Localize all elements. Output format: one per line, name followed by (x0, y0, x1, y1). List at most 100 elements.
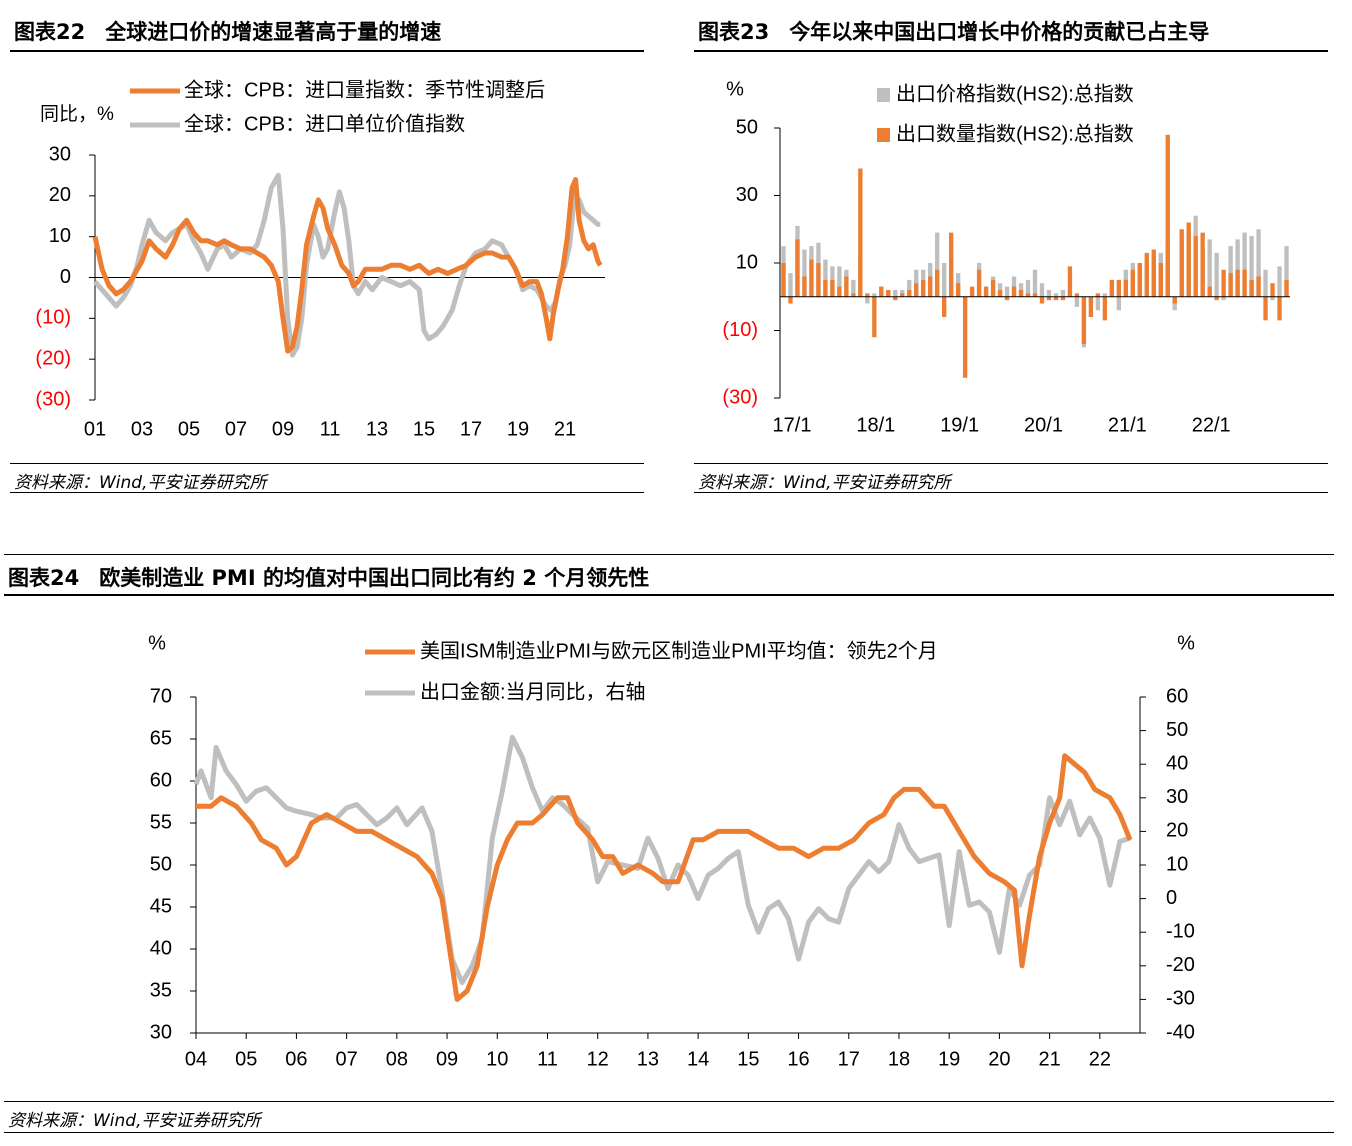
bar-p23-price (1228, 246, 1233, 297)
bar-p23-quantity (1151, 249, 1156, 297)
source-rule-top-p23 (694, 463, 1328, 464)
bar-p23-quantity (893, 296, 898, 301)
x-tick-label-p24: 07 (336, 1048, 358, 1070)
bar-p23-price (1004, 286, 1010, 297)
bar-p23-quantity (1228, 273, 1233, 297)
bar-p23-price (851, 279, 856, 297)
chart-title-p24: 图表24 欧美制造业 PMI 的均值对中国出口同比有约 2 个月领先性 (8, 562, 649, 592)
bar-p23-quantity (1179, 229, 1184, 297)
bar-p23-quantity (802, 276, 807, 297)
bar-p23-quantity (851, 293, 856, 297)
legend-label-p23-price: 出口价格指数(HS2):总指数 (896, 82, 1134, 105)
bar-p23-quantity (816, 263, 821, 297)
bar-p23-quantity (1060, 296, 1066, 301)
bar-p23-price (1263, 269, 1268, 297)
bar-p23-price (1046, 290, 1052, 297)
bar-p23-quantity (948, 232, 954, 297)
legend-label-p23-quantity: 出口数量指数(HS2):总指数 (896, 122, 1134, 145)
bar-p23-quantity (1256, 276, 1261, 297)
series-line-p22-value-index (93, 172, 601, 358)
bar-p23-price (1207, 239, 1212, 297)
bar-p23-price (1025, 279, 1031, 297)
x-tick-label-p23: 21/1 (1108, 414, 1147, 436)
bar-p23-price (1270, 296, 1275, 301)
bar-p23-price (1102, 293, 1108, 297)
x-tick-label-p24: 21 (1038, 1048, 1060, 1070)
y-tick-label-p22: 30 (49, 143, 71, 165)
bar-p23-quantity (1137, 263, 1142, 297)
x-tick-label-p24: 19 (938, 1048, 960, 1070)
y-tick-label-left-p24: 30 (150, 1021, 172, 1043)
bar-p23-quantity (955, 283, 961, 297)
y-tick-label-p23: 50 (736, 116, 758, 138)
y-tick-label-left-p24: 60 (150, 769, 172, 791)
y-tick-label-left-p24: 70 (150, 685, 172, 707)
bar-p23-quantity (1277, 296, 1282, 321)
bar-p23-quantity (1186, 222, 1191, 297)
bar-p23-quantity (1284, 279, 1289, 297)
y-axis-label-right-p24: % (1177, 632, 1195, 654)
title-rule-p24 (4, 594, 1334, 596)
bar-p23-quantity (865, 293, 870, 297)
bar-p23-quantity (1263, 296, 1268, 321)
bar-p23-price (1242, 232, 1247, 297)
y-tick-label-p22: 20 (49, 184, 71, 206)
bar-p23-quantity (872, 296, 877, 338)
chart-label-p23: 图表23 (698, 20, 770, 44)
bar-p23-quantity (1249, 279, 1254, 297)
x-tick-label-p24: 10 (486, 1048, 508, 1070)
bar-p23-quantity (795, 239, 800, 297)
y-tick-label-left-p24: 45 (150, 895, 172, 917)
bar-p23-price (1214, 252, 1219, 297)
y-axis-label-p22: 同比，% (40, 103, 114, 125)
bar-p23-quantity (1158, 263, 1163, 297)
source-rule-bottom-p24 (4, 1132, 1334, 1133)
bar-p23-quantity (1130, 269, 1135, 297)
bar-p23-price (1116, 296, 1122, 311)
bar-p23-quantity (1200, 232, 1205, 297)
bar-p23-price (1256, 229, 1261, 297)
legend-label-p22-volume: 全球：CPB：进口量指数：季节性调整后 (184, 78, 545, 101)
chart-heading-p22: 全球进口价的增速显著高于量的增速 (105, 20, 442, 44)
x-tick-label-p24: 05 (235, 1048, 257, 1070)
bar-p23-quantity (858, 168, 863, 297)
bar-p23-quantity (837, 286, 842, 297)
x-tick-label-p24: 13 (637, 1048, 659, 1070)
bar-p23-price (788, 273, 793, 297)
y-tick-label-left-p24: 50 (150, 853, 172, 875)
x-tick-label-p23: 18/1 (856, 414, 895, 436)
bar-p23-quantity (1025, 293, 1031, 297)
bar-p23-quantity (1081, 296, 1087, 344)
bar-p23-price (1235, 239, 1240, 297)
bar-p23-quantity (844, 276, 849, 297)
bar-p23-quantity (809, 259, 814, 297)
bar-p23-quantity (1011, 286, 1017, 297)
bar-p23-quantity (907, 290, 912, 297)
x-tick-label-p24: 12 (587, 1048, 609, 1070)
bar-p23-price (1284, 246, 1289, 297)
bar-p23-price (1095, 296, 1101, 311)
bar-p23-quantity (788, 296, 793, 304)
bar-p23-quantity (1207, 286, 1212, 297)
y-tick-label-right-p24: -40 (1166, 1021, 1195, 1043)
bar-p23-price (893, 290, 898, 297)
bar-p23-price (1039, 283, 1045, 297)
y-tick-label-right-p24: -10 (1166, 920, 1195, 942)
y-tick-label-right-p24: 0 (1166, 887, 1177, 909)
y-tick-label-p22: 10 (49, 225, 71, 247)
y-tick-label-p22: (10) (35, 307, 71, 329)
y-unit-label-p23: % (726, 78, 744, 100)
bar-p23-quantity (1088, 296, 1094, 317)
chart-title-p23: 图表23 今年以来中国出口增长中价格的贡献已占主导 (698, 16, 1209, 46)
series-line-p24-export-yoy (193, 734, 1131, 986)
bar-p23-quantity (1144, 252, 1149, 297)
x-tick-label-p22: 15 (413, 418, 435, 440)
bar-p23-price (1032, 269, 1038, 297)
legend-swatch-p23-price (877, 88, 890, 102)
y-tick-label-right-p24: -20 (1166, 954, 1195, 976)
y-tick-label-p22: 0 (60, 266, 71, 288)
y-tick-label-right-p24: 10 (1166, 853, 1188, 875)
bar-p23-quantity (1172, 296, 1177, 304)
y-tick-label-right-p24: 50 (1166, 719, 1188, 741)
